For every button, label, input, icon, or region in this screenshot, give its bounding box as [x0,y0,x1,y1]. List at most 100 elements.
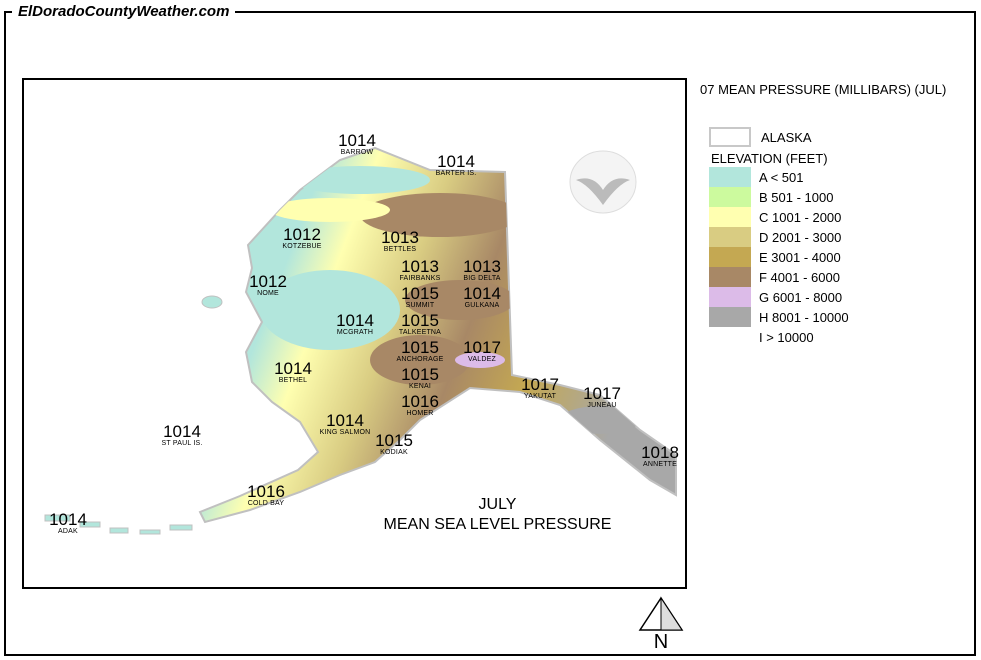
station-label: 1014 BARTER IS. [436,153,477,178]
station-label: 1017 VALDEZ [463,339,501,364]
legend-swatch [709,207,751,227]
station-name: HOMER [406,410,434,417]
station-name: YAKUTAT [523,393,557,400]
station-name: BETTLES [383,246,417,253]
station-name: JUNEAU [587,402,617,409]
station-label: 1013 FAIRBANKS [399,258,440,283]
legend-label: C 1001 - 2000 [759,209,842,225]
map-title: JULY MEAN SEA LEVEL PRESSURE [360,495,635,535]
legend-swatch [709,267,751,287]
legend-label: A < 501 [759,169,804,185]
station-name: ST PAUL IS. [161,440,203,447]
station-pressure: 1013 [401,257,439,276]
station-pressure: 1015 [401,338,439,357]
legend-item: G 6001 - 8000 [709,287,849,307]
map-title-month: JULY [478,496,517,513]
legend-item: B 501 - 1000 [709,187,849,207]
station-pressure: 1014 [163,422,201,441]
station-name: ADAK [58,528,78,535]
station-pressure: 1014 [274,359,312,378]
station-label: 1015 TALKEETNA [399,312,441,337]
station-pressure: 1014 [463,284,501,303]
station-name: ANCHORAGE [396,356,444,363]
station-label: 1014 ADAK [49,511,87,536]
station-pressure: 1015 [401,311,439,330]
station-label: 1012 KOTZEBUE [282,226,321,251]
station-name: VALDEZ [468,356,496,363]
legend-label: G 6001 - 8000 [759,289,843,305]
station-pressure: 1017 [521,375,559,394]
station-label: 1014 GULKANA [463,285,501,310]
station-pressure: 1017 [463,338,501,357]
station-name: BARTER IS. [435,170,477,177]
legend-swatch [709,247,751,267]
station-name: COLD BAY [247,500,285,507]
legend-alaska-label: ALASKA [761,129,812,145]
legend-item: H 8001 - 10000 [709,307,849,327]
station-label: 1014 MCGRATH [336,312,374,337]
map-frame [22,78,687,589]
north-label: N [654,631,668,651]
legend-swatch [709,307,751,327]
station-pressure: 1012 [283,225,321,244]
legend-title: 07 MEAN PRESSURE (MILLIBARS) (JUL) [700,82,947,97]
station-pressure: 1015 [401,365,439,384]
site-title: ElDoradoCountyWeather.com [12,3,236,20]
station-name: KOTZEBUE [282,243,322,250]
station-label: 1015 KODIAK [375,432,413,457]
legend-label: H 8001 - 10000 [759,309,849,325]
legend-swatch [709,187,751,207]
station-pressure: 1013 [463,257,501,276]
station-pressure: 1015 [375,431,413,450]
station-pressure: 1014 [437,152,475,171]
legend-item: A < 501 [709,167,849,187]
legend-elevation-title: ELEVATION (FEET) [711,151,828,166]
station-pressure: 1014 [326,411,364,430]
legend-swatch [709,227,751,247]
station-label: 1017 JUNEAU [583,385,621,410]
legend-label: B 501 - 1000 [759,189,834,205]
station-pressure: 1018 [641,443,679,462]
legend-label: I > 10000 [759,329,814,345]
station-label: 1018 ANNETTE [641,444,679,469]
station-name: NOME [257,290,279,297]
station-pressure: 1016 [401,392,439,411]
station-name: BIG DELTA [463,275,501,282]
station-label: 1013 BETTLES [381,229,419,254]
station-name: TALKEETNA [398,329,442,336]
outer-frame [4,11,976,656]
station-label: 1014 KING SALMON [320,412,371,437]
station-label: 1013 BIG DELTA [463,258,501,283]
elevation-shading [260,166,640,434]
station-name: GULKANA [464,302,500,309]
legend-swatch [709,287,751,307]
station-name: KING SALMON [319,429,371,436]
station-label: 1015 SUMMIT [401,285,439,310]
station-name: FAIRBANKS [399,275,441,282]
station-pressure: 1012 [249,272,287,291]
station-label: 1017 YAKUTAT [521,376,559,401]
legend-item: F 4001 - 6000 [709,267,849,287]
station-label: 1016 COLD BAY [247,483,285,508]
station-label: 1016 HOMER [401,393,439,418]
legend-item: E 3001 - 4000 [709,247,849,267]
legend-alaska-swatch [709,127,751,147]
station-pressure: 1014 [49,510,87,529]
station-label: 1014 BARROW [338,132,376,157]
legend-swatch [709,327,751,347]
station-name: SUMMIT [405,302,435,309]
station-name: BETHEL [278,377,308,384]
station-name: ANNETTE [642,461,678,468]
station-pressure: 1014 [336,311,374,330]
station-label: 1015 ANCHORAGE [397,339,444,364]
legend-item: C 1001 - 2000 [709,207,849,227]
station-name: KENAI [408,383,432,390]
map-title-subject: MEAN SEA LEVEL PRESSURE [383,516,612,533]
station-label: 1014 BETHEL [274,360,312,385]
station-pressure: 1015 [401,284,439,303]
station-pressure: 1017 [583,384,621,403]
station-label: 1015 KENAI [401,366,439,391]
station-name: MCGRATH [336,329,374,336]
